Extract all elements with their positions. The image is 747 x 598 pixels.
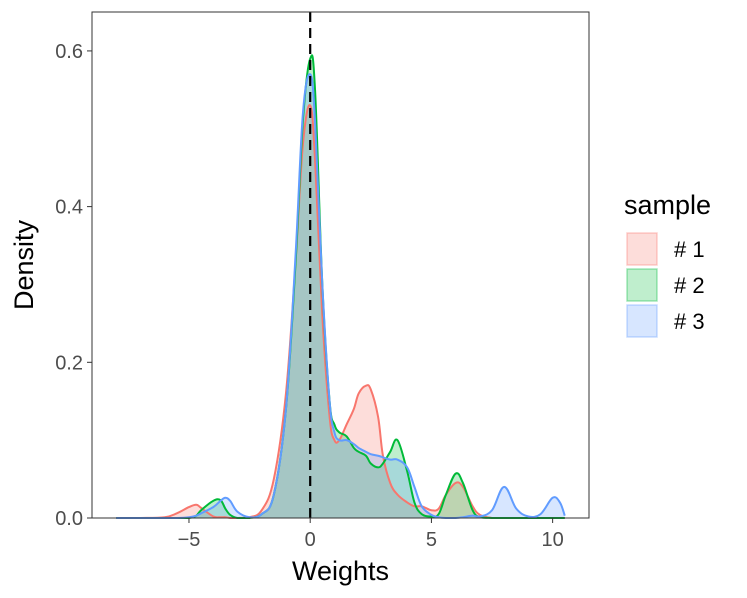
legend-key-series-2	[626, 268, 658, 302]
x-tick-label: 0	[305, 529, 316, 551]
density-lines	[116, 54, 566, 519]
y-tick-label: 0.0	[55, 508, 83, 530]
legend-key-series-1	[626, 232, 658, 266]
y-tick-label: 0.4	[55, 197, 83, 219]
density-areas	[116, 55, 565, 519]
density-area-series-3	[116, 74, 565, 518]
density-line-series-3	[116, 73, 566, 519]
legend-key-series-3	[626, 304, 658, 338]
y-tick-label: 0.2	[55, 352, 83, 374]
density-line-series-2	[116, 54, 565, 519]
x-axis: −5 0 5 10	[178, 518, 564, 551]
legend-label-series-1: # 1	[674, 237, 705, 262]
y-axis: 0.0 0.2 0.4 0.6	[55, 41, 92, 530]
legend-title: sample	[624, 190, 711, 220]
legend-items: # 1 # 2 # 3	[626, 232, 705, 338]
x-tick-label: 10	[542, 529, 564, 551]
density-line-series-1	[116, 104, 565, 519]
y-tick-label: 0.6	[55, 41, 83, 63]
y-axis-title: Density	[9, 219, 39, 310]
plot-panel-border	[91, 11, 590, 519]
legend-label-series-2: # 2	[674, 273, 705, 298]
x-tick-label: 5	[426, 529, 437, 551]
x-axis-title: Weights	[292, 556, 389, 586]
legend: sample # 1 # 2 # 3	[624, 190, 711, 338]
legend-label-series-3: # 3	[674, 309, 705, 334]
x-tick-label: −5	[178, 529, 201, 551]
